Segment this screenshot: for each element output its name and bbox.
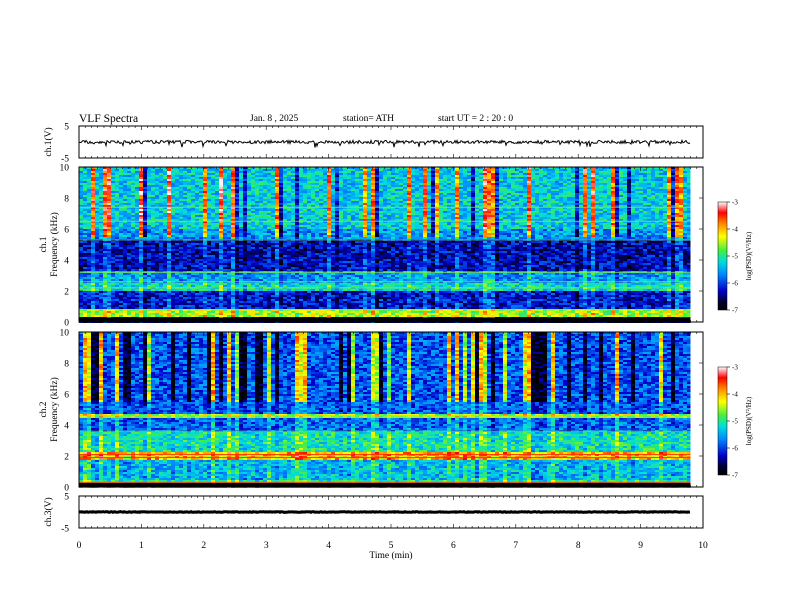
x-tick-label: 3: [264, 541, 269, 551]
x-tick-label: 6: [451, 541, 456, 551]
x-tick-label: 9: [638, 541, 643, 551]
y-tick-label: 4: [64, 257, 69, 267]
y-tick-label: 2: [64, 453, 69, 463]
colorbar-tick-label: -3: [732, 199, 738, 207]
colorbar-tick-label: -4: [732, 391, 738, 399]
colorbar-tick-label: -7: [732, 307, 738, 315]
x-tick-label: 8: [576, 541, 581, 551]
y-axis-label: ch.2: [39, 401, 49, 417]
x-tick-label: 1: [139, 541, 144, 551]
chart-title: VLF Spectra: [79, 113, 138, 125]
y-tick-label: 5: [64, 493, 69, 503]
colorbar-ch1: [717, 201, 728, 311]
y-tick-label: 2: [64, 288, 69, 298]
y-tick-label: 4: [64, 422, 69, 432]
start-time-label: start UT = 2 : 20 : 0: [438, 114, 513, 124]
y-axis-label: ch.3(V): [43, 497, 54, 526]
y-tick-label: 8: [64, 360, 69, 370]
y-tick-label: 5: [64, 123, 69, 133]
y-tick-label: -5: [61, 525, 69, 535]
y-axis-label: Frequency (kHz): [49, 212, 60, 277]
x-tick-label: 5: [389, 541, 394, 551]
colorbar-tick-label: -5: [732, 253, 738, 261]
colorbar-tick-label: -7: [732, 472, 738, 480]
x-tick-label: 0: [77, 541, 82, 551]
colorbar-tick-label: -5: [732, 418, 738, 426]
colorbar-tick-label: -3: [732, 364, 738, 372]
y-tick-label: 6: [64, 226, 69, 236]
x-tick-label: 4: [326, 541, 331, 551]
colorbar-tick-label: -6: [732, 280, 738, 288]
x-tick-label: 2: [201, 541, 206, 551]
y-tick-label: -5: [61, 155, 69, 165]
colorbar-tick-label: -4: [732, 226, 738, 234]
x-tick-label: 10: [698, 541, 708, 551]
ch3-waveform-line: [78, 510, 691, 515]
y-tick-label: 10: [60, 164, 70, 174]
colorbar-label: log(PSD)(V²/Hz): [745, 231, 753, 280]
y-axis-label: ch.1(V): [43, 127, 54, 156]
y-tick-label: 0: [64, 484, 69, 494]
spectrogram-ch2: [79, 332, 703, 488]
station-label: station= ATH: [343, 114, 394, 124]
colorbar-tick-label: -6: [732, 445, 738, 453]
y-axis-label: ch.1: [39, 236, 49, 252]
y-tick-label: 0: [64, 319, 69, 329]
x-tick-label: 7: [513, 541, 518, 551]
colorbar-ch2: [717, 366, 728, 476]
y-tick-label: 8: [64, 195, 69, 205]
y-axis-label: Frequency (kHz): [49, 377, 60, 442]
colorbar-label: log(PSD)(V²/Hz): [745, 396, 753, 445]
ch1-waveform-line: [78, 138, 691, 149]
date-label: Jan. 8 , 2025: [250, 114, 298, 124]
y-tick-label: 6: [64, 391, 69, 401]
x-axis-label: Time (min): [369, 550, 412, 561]
spectrogram-ch1: [79, 167, 703, 323]
y-tick-label: 10: [60, 329, 70, 339]
